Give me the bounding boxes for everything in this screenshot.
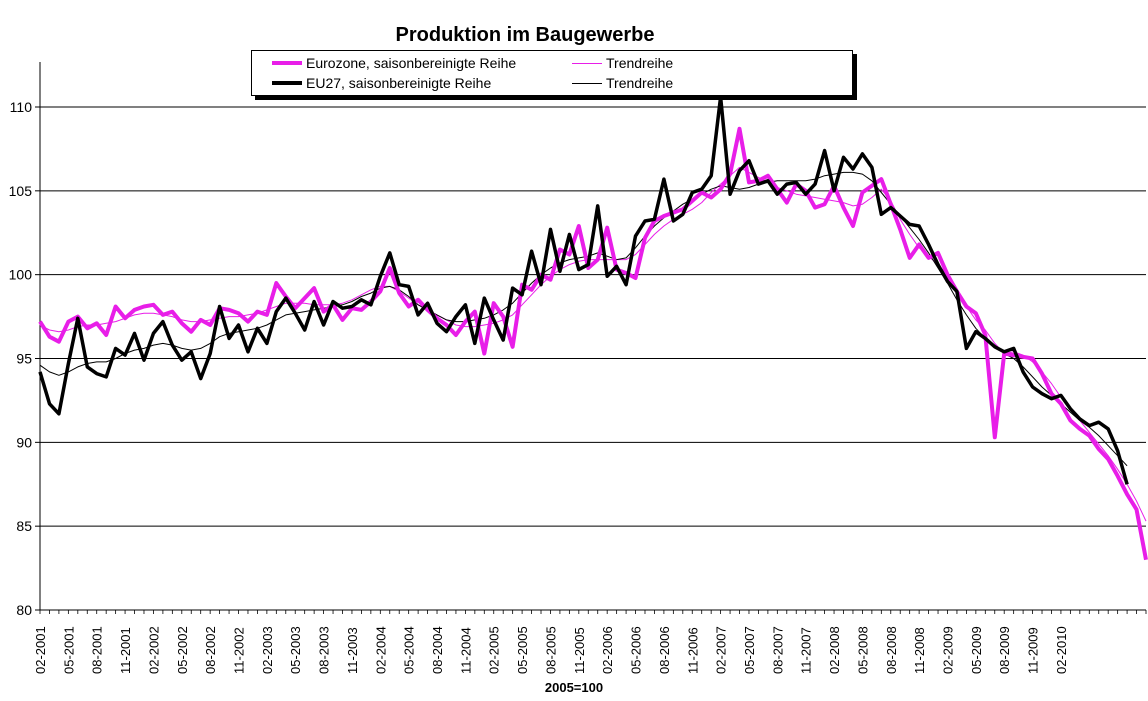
x-tick-label: 02-2007 [714, 626, 729, 674]
axes [35, 62, 1147, 614]
x-axis-label: 2005=100 [544, 680, 604, 695]
x-tick-label: 08-2004 [430, 626, 445, 674]
x-tick-label: 11-2008 [912, 627, 927, 674]
x-tick-label: 08-2005 [543, 626, 558, 674]
x-tick-label: 08-2006 [657, 626, 672, 674]
y-tick-label: 95 [16, 351, 32, 367]
y-tick-label: 105 [9, 183, 33, 199]
legend-swatch-eu27 [272, 81, 302, 85]
x-tick-label: 08-2007 [770, 626, 785, 674]
legend-swatch-eurozone [272, 61, 302, 65]
x-tick-label: 08-2003 [317, 626, 332, 674]
x-tick-label: 11-2003 [345, 627, 360, 674]
x-tick-label: 05-2008 [855, 626, 870, 674]
x-tick-label: 05-2009 [969, 626, 984, 674]
x-tick-label: 11-2006 [685, 627, 700, 674]
series-line-0 [38, 126, 1148, 561]
y-tick-label: 85 [16, 518, 32, 534]
y-tick-label: 100 [9, 267, 33, 283]
x-tick-labels: 02-2001 05-2001 08-2001 11-2001 02-2002 05-20… [33, 626, 1069, 674]
x-tick-label: 05-2006 [629, 626, 644, 674]
grid-lines [40, 106, 1146, 611]
x-tick-label: 02-2001 [33, 626, 48, 674]
legend-label-eurozone-trend: Trendreihe [606, 55, 674, 71]
x-tick-label: 05-2001 [61, 626, 76, 674]
legend-item-eurozone-trend: Trendreihe [572, 53, 673, 73]
x-tick-label: 08-2002 [203, 626, 218, 674]
legend-label-eu27: EU27, saisonbereinigte Reihe [306, 75, 492, 91]
y-tick-label: 90 [16, 434, 32, 450]
x-tick-label: 02-2010 [1054, 626, 1069, 674]
legend-swatch-eurozone-trend [572, 62, 602, 64]
x-tick-label: 11-2005 [572, 627, 587, 674]
legend-item-eu27-trend: Trendreihe [572, 73, 673, 93]
x-tick-label: 11-2001 [118, 627, 133, 674]
x-tick-label: 02-2008 [827, 626, 842, 674]
y-tick-label: 80 [16, 602, 32, 618]
legend-label-eu27-trend: Trendreihe [606, 75, 674, 91]
x-tick-label: 05-2003 [288, 626, 303, 674]
legend-item-eurozone: Eurozone, saisonbereinigte Reihe [272, 53, 516, 73]
x-tick-label: 08-2001 [90, 626, 105, 674]
x-tick-label: 02-2004 [373, 626, 388, 674]
legend: Eurozone, saisonbereinigte Reihe Trendre… [251, 50, 853, 96]
x-tick-label: 11-2009 [1026, 627, 1041, 674]
legend-item-eu27: EU27, saisonbereinigte Reihe [272, 73, 491, 93]
chart-title: Produktion im Baugewerbe [395, 24, 655, 46]
y-tick-label: 110 [10, 99, 33, 115]
x-tick-label: 02-2006 [600, 626, 615, 674]
x-tick-label: 05-2004 [402, 626, 417, 674]
x-tick-label: 02-2003 [260, 626, 275, 674]
x-tick-label: 05-2005 [515, 626, 530, 674]
legend-label-eurozone: Eurozone, saisonbereinigte Reihe [306, 55, 517, 71]
x-tick-label: 08-2009 [997, 626, 1012, 674]
x-tick-label: 11-2007 [799, 627, 814, 674]
x-tick-label: 11-2002 [232, 627, 247, 674]
y-tick-labels: 80 85 90 95 100 105 110 [9, 99, 33, 618]
series-line-2 [38, 95, 1129, 485]
x-tick-label: 05-2002 [175, 626, 190, 674]
x-tick-label: 11-2004 [458, 627, 473, 674]
x-tick-label: 05-2007 [742, 626, 757, 674]
series-lines [38, 95, 1148, 561]
x-tick-label: 08-2008 [884, 626, 899, 674]
x-tick-label: 02-2002 [146, 626, 161, 674]
x-tick-label: 02-2009 [940, 626, 955, 674]
x-tick-label: 02-2005 [487, 626, 502, 674]
series-line-1 [39, 166, 1147, 522]
legend-swatch-eu27-trend [572, 82, 602, 84]
